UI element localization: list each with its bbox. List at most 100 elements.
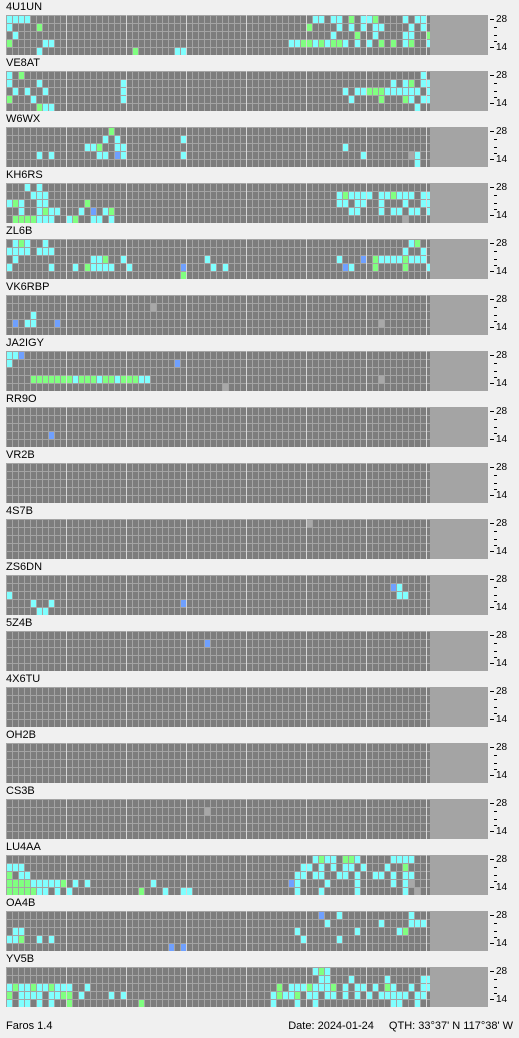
signal-cell — [79, 992, 84, 999]
station-ve8at[interactable]: VE8AT 28 14 — [0, 56, 519, 112]
signal-cell — [391, 208, 396, 215]
signal-cell — [43, 248, 48, 255]
tick-dash — [494, 321, 497, 322]
signal-cell — [313, 16, 318, 23]
station-w6wx[interactable]: W6WX 28 14 — [0, 112, 519, 168]
station-oa4b[interactable]: OA4B 28 14 — [0, 896, 519, 952]
signal-cell — [385, 864, 390, 871]
station-oh2b[interactable]: OH2B 28 14 — [0, 728, 519, 784]
tick-dash — [494, 377, 497, 378]
signal-cell — [349, 976, 354, 983]
station-callsign: 4S7B — [6, 505, 33, 517]
tick-mark — [490, 411, 494, 412]
signal-cell — [55, 208, 60, 215]
propagation-grid[interactable] — [6, 855, 488, 895]
band-axis: 28 14 — [490, 518, 519, 559]
signal-cell — [19, 1000, 24, 1007]
hour-divider — [126, 519, 127, 559]
signal-cell — [271, 1000, 276, 1007]
signal-cell — [415, 256, 420, 263]
signal-cell — [25, 16, 30, 23]
propagation-grid[interactable] — [6, 743, 488, 783]
signal-cell — [355, 88, 360, 95]
tick-dash — [494, 651, 497, 652]
propagation-grid[interactable] — [6, 295, 488, 335]
signal-cell — [61, 376, 66, 383]
propagation-grid[interactable] — [6, 687, 488, 727]
signal-cell — [367, 992, 372, 999]
signal-cell — [331, 32, 336, 39]
signal-cell — [331, 856, 336, 863]
signal-cell — [55, 984, 60, 991]
hour-divider — [66, 575, 67, 615]
station-cs3b[interactable]: CS3B 28 14 — [0, 784, 519, 840]
signal-cell — [85, 376, 90, 383]
hour-divider — [126, 127, 127, 167]
propagation-cells — [6, 71, 463, 111]
signal-cell — [13, 32, 18, 39]
propagation-grid[interactable] — [6, 407, 488, 447]
signal-cell — [379, 24, 384, 31]
signal-cell — [403, 80, 408, 87]
band-label-high: 28 — [496, 14, 508, 25]
band-axis: 28 14 — [490, 462, 519, 503]
station-4u1un[interactable]: 4U1UN 28 14 — [0, 0, 519, 56]
signal-cell — [85, 144, 90, 151]
propagation-grid[interactable] — [6, 239, 488, 279]
propagation-grid[interactable] — [6, 967, 488, 1007]
hour-divider — [426, 967, 427, 1007]
station-4s7b[interactable]: 4S7B 28 14 — [0, 504, 519, 560]
propagation-grid[interactable] — [6, 71, 488, 111]
propagation-grid[interactable] — [6, 631, 488, 671]
propagation-grid[interactable] — [6, 15, 488, 55]
station-lu4aa[interactable]: LU4AA 28 14 — [0, 840, 519, 896]
band-label-high: 28 — [496, 238, 508, 249]
signal-cell — [61, 992, 66, 999]
signal-cell — [355, 856, 360, 863]
signal-cell — [223, 264, 228, 271]
tick-mark — [490, 831, 494, 832]
propagation-grid[interactable] — [6, 911, 488, 951]
hour-divider — [186, 183, 187, 223]
propagation-grid[interactable] — [6, 351, 488, 391]
station-ja2igy[interactable]: JA2IGY 28 14 — [0, 336, 519, 392]
station-4x6tu[interactable]: 4X6TU 28 14 — [0, 672, 519, 728]
signal-cell — [181, 136, 186, 143]
signal-cell — [31, 984, 36, 991]
propagation-grid[interactable] — [6, 799, 488, 839]
propagation-grid[interactable] — [6, 575, 488, 615]
hour-divider — [66, 295, 67, 335]
signal-cell — [19, 928, 24, 935]
propagation-grid[interactable] — [6, 183, 488, 223]
station-zl6b[interactable]: ZL6B 28 14 — [0, 224, 519, 280]
signal-cell — [49, 376, 54, 383]
hour-divider — [366, 687, 367, 727]
station-yv5b[interactable]: YV5B 28 14 — [0, 952, 519, 1008]
band-axis: 28 14 — [490, 686, 519, 727]
tick-mark — [490, 47, 494, 48]
current-column — [430, 127, 488, 167]
propagation-grid[interactable] — [6, 127, 488, 167]
signal-cell — [139, 1000, 144, 1007]
signal-cell — [19, 984, 24, 991]
station-zs6dn[interactable]: ZS6DN 28 14 — [0, 560, 519, 616]
propagation-grid[interactable] — [6, 463, 488, 503]
station-5z4b[interactable]: 5Z4B 28 14 — [0, 616, 519, 672]
signal-cell — [289, 40, 294, 47]
signal-cell — [427, 200, 432, 207]
hour-divider — [126, 15, 127, 55]
signal-cell — [379, 920, 384, 927]
hour-divider — [246, 519, 247, 559]
station-vr2b[interactable]: VR2B 28 14 — [0, 448, 519, 504]
signal-cell — [409, 80, 414, 87]
hour-divider — [246, 631, 247, 671]
station-vk6rbp[interactable]: VK6RBP 28 14 — [0, 280, 519, 336]
signal-cell — [319, 16, 324, 23]
tick-mark — [490, 299, 494, 300]
tick-dash — [494, 489, 497, 490]
signal-cell — [271, 992, 276, 999]
station-rr9o[interactable]: RR9O 28 14 — [0, 392, 519, 448]
station-kh6rs[interactable]: KH6RS 28 14 — [0, 168, 519, 224]
propagation-grid[interactable] — [6, 519, 488, 559]
hour-divider — [186, 575, 187, 615]
